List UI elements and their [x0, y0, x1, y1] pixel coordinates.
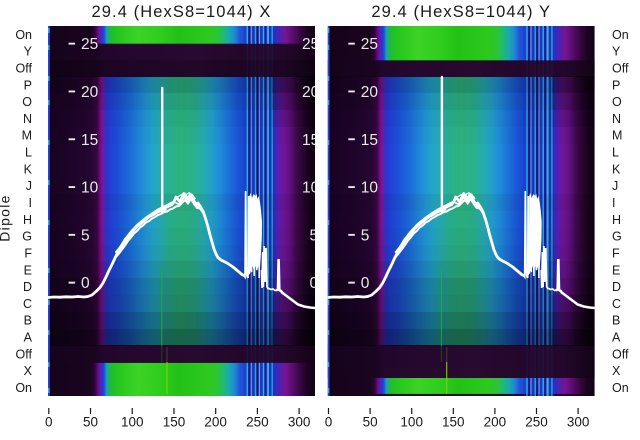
svg-text:M: M: [22, 129, 32, 143]
svg-text:0: 0: [361, 275, 370, 292]
svg-text:0: 0: [81, 275, 90, 292]
svg-text:I: I: [612, 196, 615, 210]
svg-text:F: F: [24, 246, 32, 260]
svg-text:L: L: [612, 146, 619, 160]
svg-text:10: 10: [302, 180, 320, 197]
svg-text:D: D: [612, 280, 621, 294]
svg-text:M: M: [612, 129, 622, 143]
svg-text:X: X: [612, 364, 621, 378]
svg-text:5: 5: [81, 227, 90, 244]
svg-text:25: 25: [81, 36, 98, 53]
svg-text:B: B: [612, 314, 620, 328]
svg-text:A: A: [612, 331, 621, 345]
svg-text:J: J: [26, 179, 32, 193]
svg-text:H: H: [612, 213, 621, 227]
svg-text:N: N: [23, 112, 32, 126]
svg-text:20: 20: [302, 84, 320, 101]
svg-text:250: 250: [525, 415, 548, 430]
svg-text:L: L: [25, 146, 32, 160]
svg-text:On: On: [612, 28, 629, 42]
svg-text:C: C: [23, 297, 32, 311]
svg-text:150: 150: [442, 415, 465, 430]
svg-text:B: B: [24, 314, 32, 328]
svg-text:G: G: [22, 230, 32, 244]
svg-text:On: On: [612, 381, 629, 395]
svg-text:10: 10: [361, 180, 379, 197]
svg-text:15: 15: [361, 132, 378, 149]
svg-text:0: 0: [325, 415, 333, 430]
svg-text:A: A: [24, 331, 33, 345]
svg-text:50: 50: [363, 415, 378, 430]
svg-text:O: O: [22, 95, 32, 109]
svg-text:250: 250: [246, 415, 269, 430]
svg-text:50: 50: [83, 415, 98, 430]
svg-text:20: 20: [361, 84, 379, 101]
svg-text:Off: Off: [16, 347, 33, 361]
svg-text:200: 200: [484, 415, 507, 430]
svg-text:Y: Y: [24, 45, 33, 59]
svg-text:15: 15: [81, 132, 98, 149]
svg-text:15: 15: [302, 132, 319, 149]
svg-text:25: 25: [361, 36, 378, 53]
svg-text:Off: Off: [612, 347, 629, 361]
svg-text:P: P: [612, 78, 620, 92]
svg-text:Y: Y: [612, 45, 621, 59]
svg-text:P: P: [24, 78, 32, 92]
svg-text:Off: Off: [16, 61, 33, 75]
svg-text:300: 300: [567, 415, 590, 430]
svg-text:29.4 (HexS8=1044) Y: 29.4 (HexS8=1044) Y: [371, 3, 551, 21]
svg-text:O: O: [612, 95, 622, 109]
svg-text:G: G: [612, 230, 622, 244]
svg-text:300: 300: [288, 415, 311, 430]
svg-text:H: H: [23, 213, 32, 227]
svg-text:N: N: [612, 112, 621, 126]
svg-text:20: 20: [81, 84, 99, 101]
svg-text:On: On: [15, 381, 32, 395]
svg-text:F: F: [612, 246, 620, 260]
svg-text:Dipole: Dipole: [0, 194, 13, 242]
svg-text:I: I: [29, 196, 32, 210]
svg-text:5: 5: [361, 227, 370, 244]
svg-text:200: 200: [204, 415, 227, 430]
svg-text:5: 5: [310, 227, 319, 244]
svg-text:150: 150: [163, 415, 186, 430]
svg-text:25: 25: [302, 36, 319, 53]
svg-text:K: K: [612, 162, 621, 176]
svg-text:Off: Off: [612, 61, 629, 75]
svg-text:E: E: [24, 263, 32, 277]
svg-text:X: X: [24, 364, 33, 378]
svg-text:On: On: [15, 28, 32, 42]
svg-text:C: C: [612, 297, 621, 311]
svg-text:10: 10: [81, 180, 99, 197]
svg-text:0: 0: [45, 415, 53, 430]
svg-text:0: 0: [310, 275, 319, 292]
svg-text:100: 100: [400, 415, 423, 430]
svg-text:100: 100: [121, 415, 144, 430]
svg-text:29.4 (HexS8=1044) X: 29.4 (HexS8=1044) X: [91, 3, 271, 21]
svg-text:J: J: [612, 179, 618, 193]
svg-text:E: E: [612, 263, 620, 277]
svg-text:K: K: [24, 162, 33, 176]
svg-text:D: D: [23, 280, 32, 294]
